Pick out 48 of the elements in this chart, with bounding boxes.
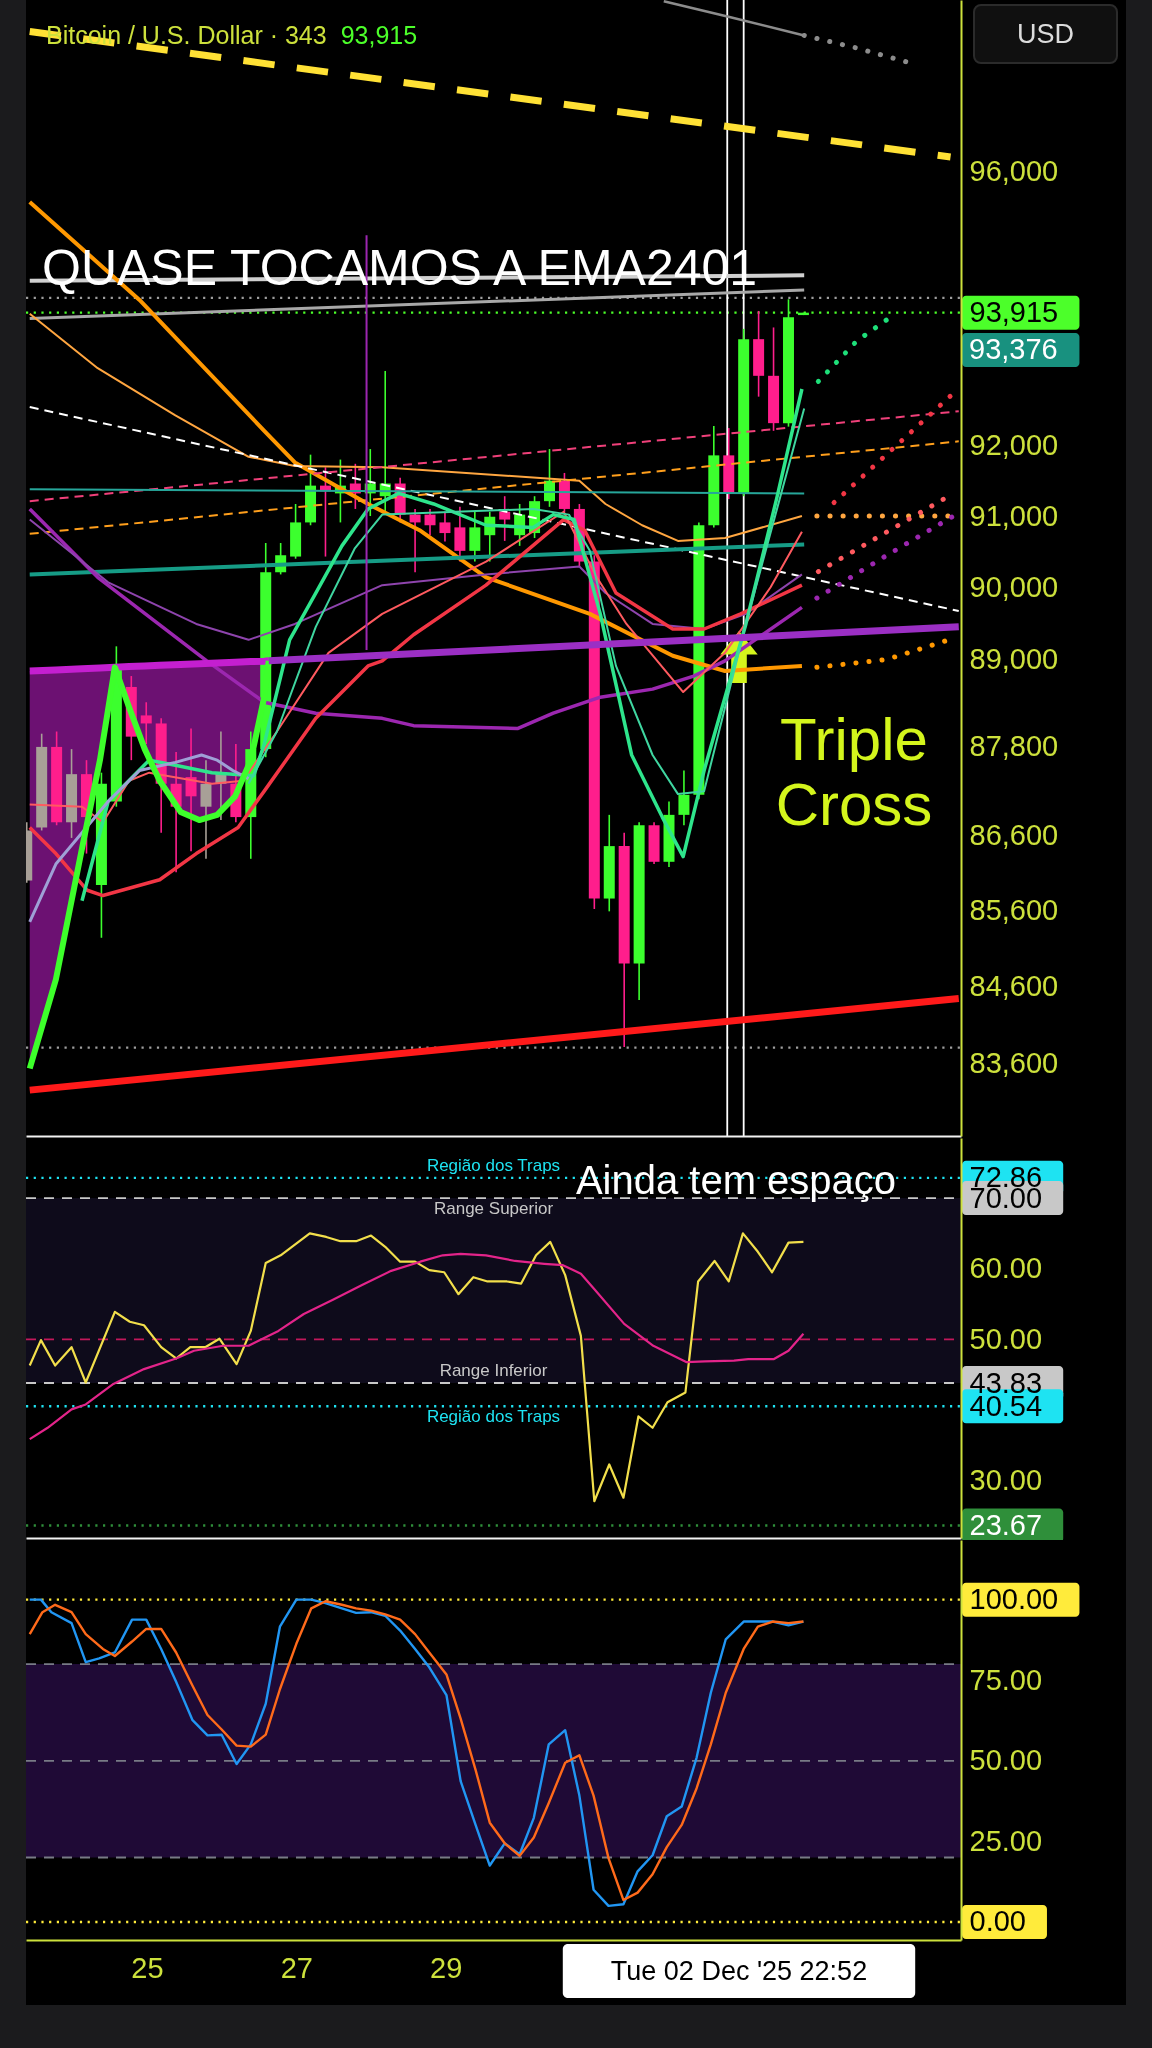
- candlestick: [439, 510, 451, 543]
- y-tick-label: 91,000: [969, 499, 1059, 532]
- candlestick: [409, 508, 421, 574]
- ref-line-label: Região dos Traps: [426, 1155, 561, 1175]
- y-tick-label: 50.00: [969, 1322, 1043, 1355]
- y-tick-label: 86,600: [969, 819, 1059, 852]
- y-tick-label: 93,915: [969, 296, 1059, 329]
- candlestick: [678, 769, 690, 827]
- y-tick-label: 60.00: [969, 1252, 1043, 1285]
- y-tick-label: 0.00: [969, 1905, 1026, 1938]
- line-series: [28, 1252, 805, 1441]
- line-series: [28, 753, 251, 924]
- text: Tue 02 Dec '25 22:52: [610, 1956, 868, 1986]
- x-tick-label: 27: [280, 1951, 313, 1984]
- y-tick-label: 90,000: [969, 570, 1059, 603]
- candlestick: [469, 510, 481, 563]
- y-tick-label: 85,600: [969, 894, 1059, 927]
- x-tick-label: 29: [430, 1951, 463, 1984]
- x-tick-label: 25: [131, 1951, 164, 1984]
- candlestick: [200, 759, 212, 860]
- annotation: Ainda tem espaço: [575, 1158, 897, 1202]
- line-series: [28, 1232, 805, 1503]
- y-tick-label: 96,000: [969, 154, 1059, 187]
- y-tick-label: 50.00: [969, 1744, 1043, 1777]
- line-series: [27, 200, 804, 673]
- y-tick-label: 25.00: [969, 1824, 1043, 1857]
- text: 93,915: [340, 21, 418, 49]
- y-tick-label: 89,000: [969, 642, 1059, 675]
- y-tick-label: 30.00: [969, 1464, 1043, 1497]
- ref-line-label: Range Inferior: [439, 1361, 548, 1381]
- candlestick: [454, 506, 466, 563]
- text: 93,376: [969, 333, 1058, 365]
- candlestick: [424, 508, 436, 536]
- ref-line-label: Range Superior: [433, 1199, 554, 1219]
- y-tick-label: 84,600: [969, 969, 1059, 1002]
- currency-button: USD: [973, 4, 1118, 64]
- line-series: [28, 312, 803, 542]
- candlestick: [499, 495, 511, 542]
- line-series: [28, 518, 803, 641]
- y-tick-label: 83,600: [969, 1046, 1059, 1079]
- y-tick-label: 75.00: [969, 1663, 1043, 1696]
- y-tick-label: 92,000: [969, 429, 1059, 462]
- y-tick-label: 87,800: [969, 730, 1059, 763]
- y-tick-label: 23.67: [969, 1508, 1043, 1541]
- candlestick: [140, 701, 152, 745]
- annotation: Triple Cross: [775, 706, 933, 838]
- y-tick-label: 100.00: [969, 1583, 1059, 1616]
- ref-line-label: Região dos Traps: [426, 1407, 561, 1427]
